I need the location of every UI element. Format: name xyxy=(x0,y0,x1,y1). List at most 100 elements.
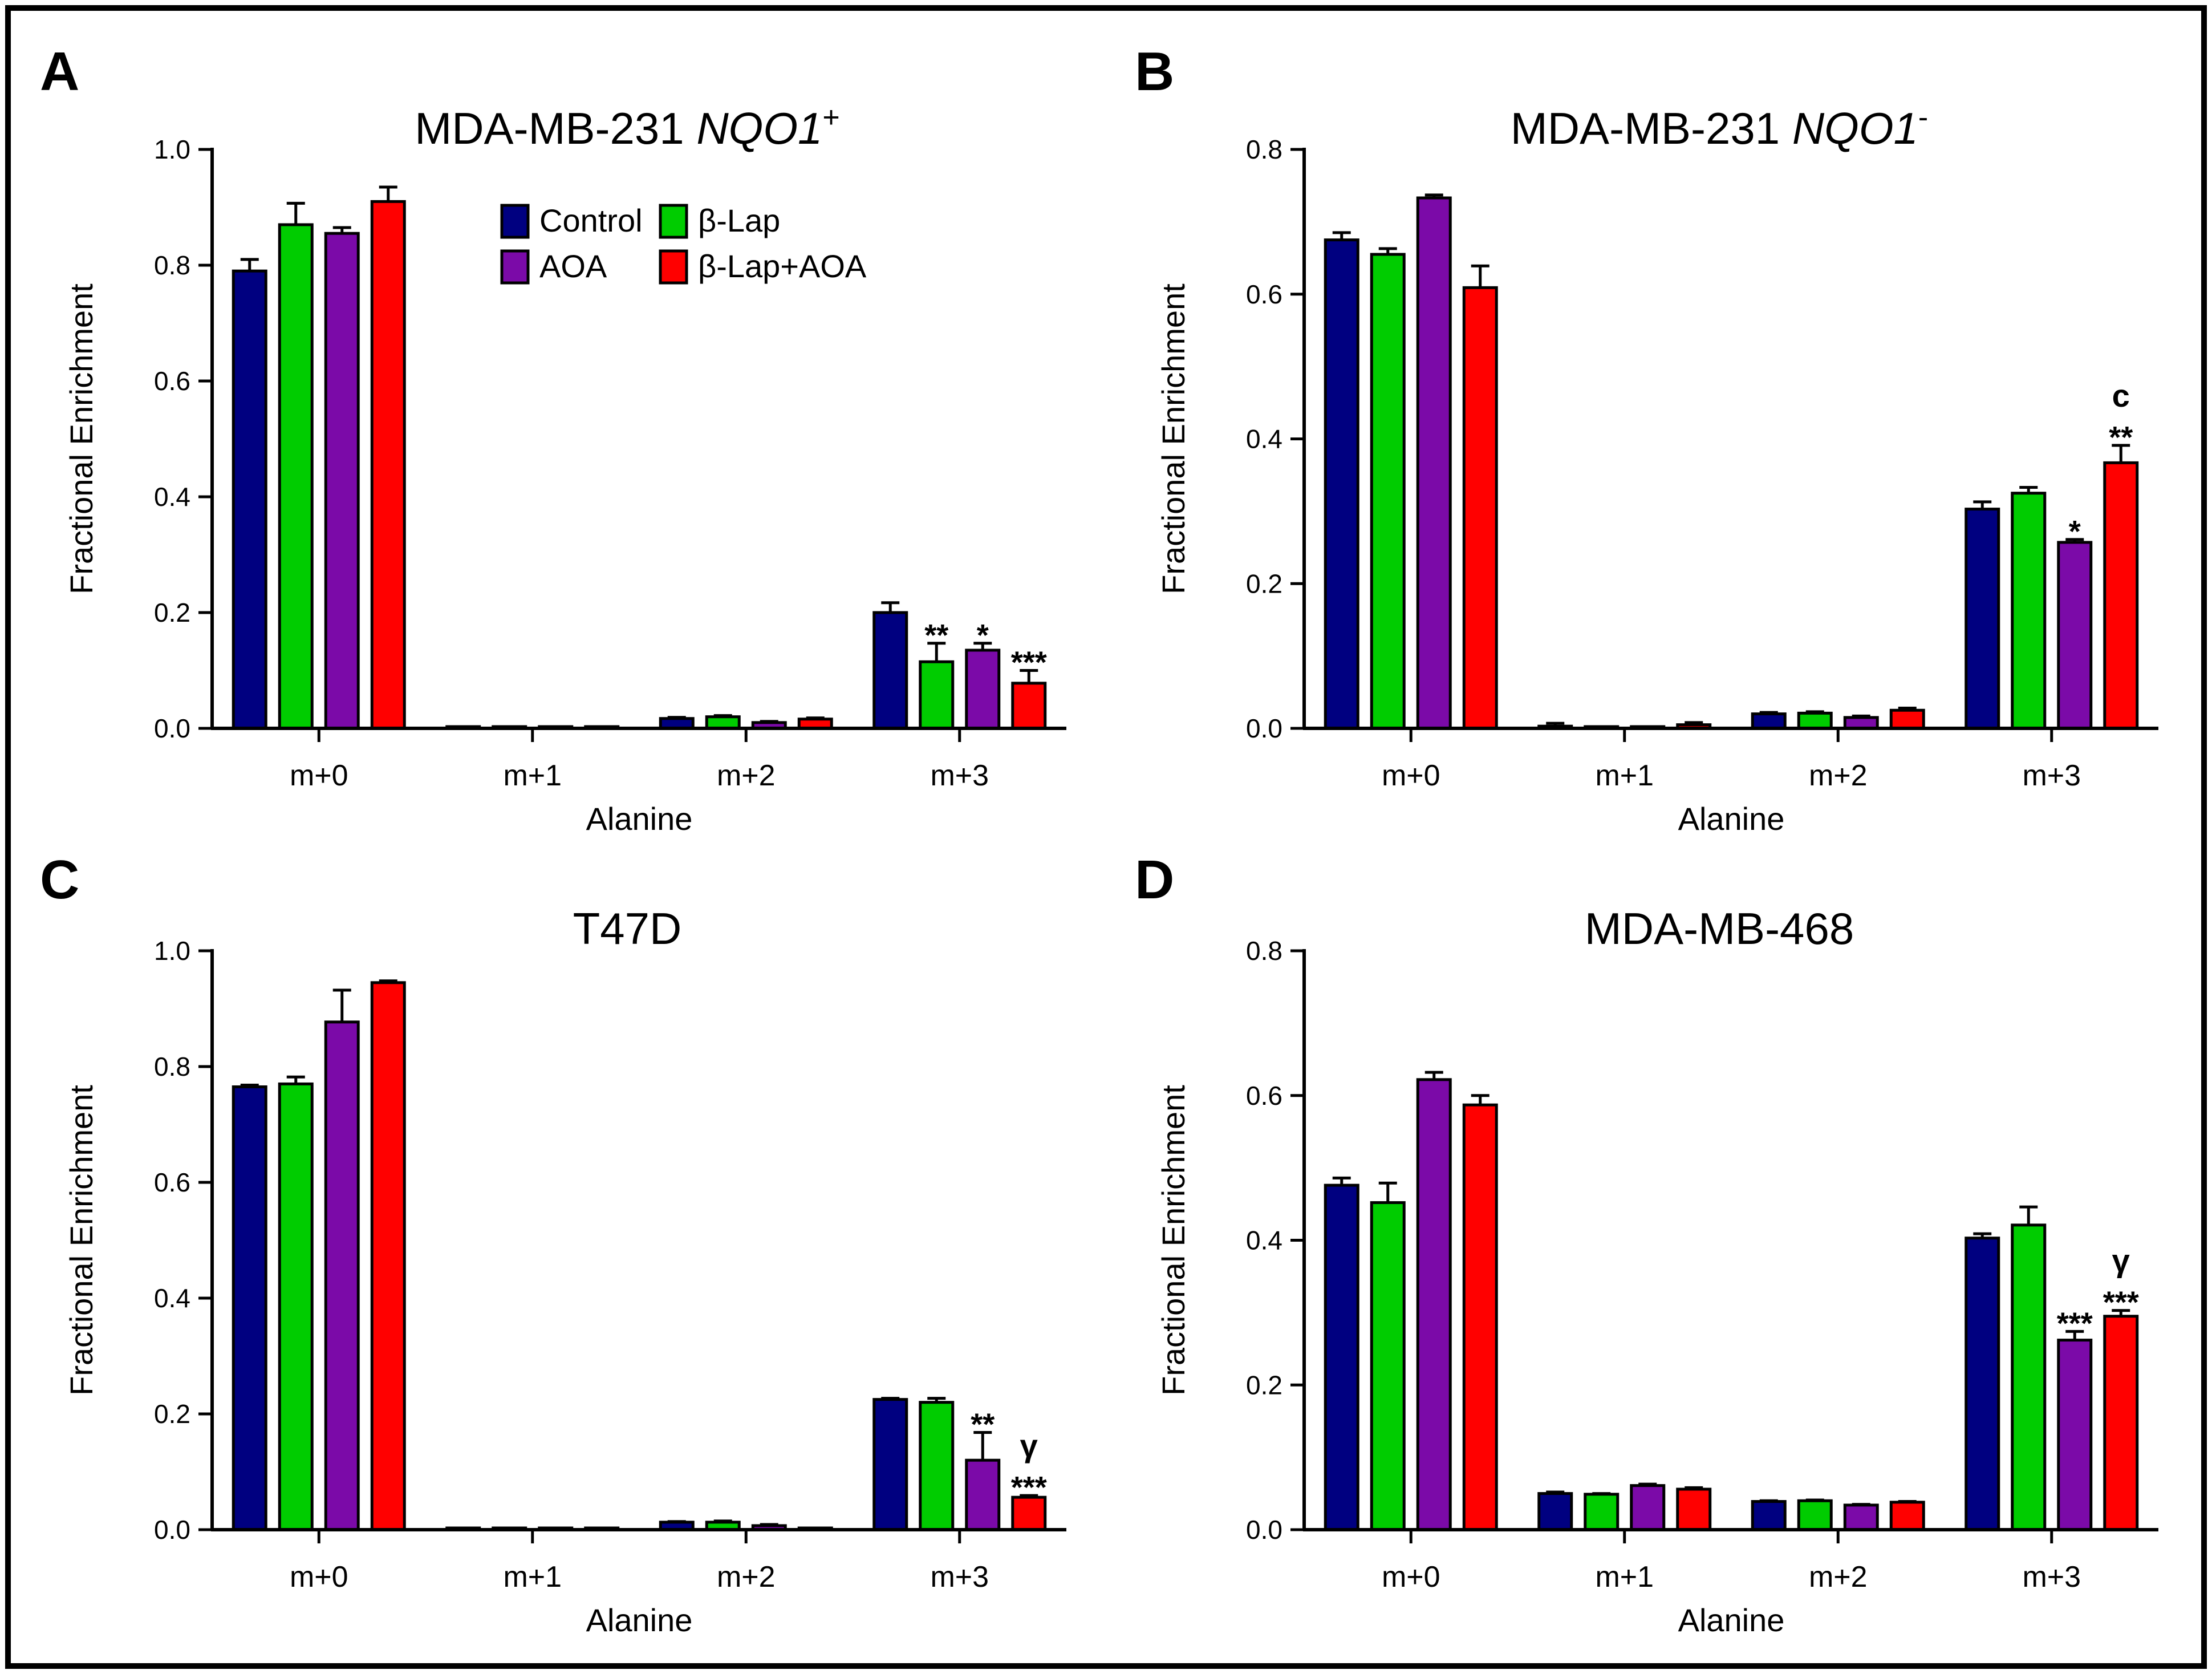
bar-mplus2-control xyxy=(1751,712,1787,730)
chart-title-text: MDA-MB-231 xyxy=(1511,103,1792,153)
bar-mplus0-aoa xyxy=(1416,196,1452,730)
legend-swatch-aoa xyxy=(500,249,530,285)
bar-mplus3-control xyxy=(872,1398,908,1531)
bar-mplus3-lapaoa xyxy=(2103,461,2139,730)
y-tick-label: 0.4 xyxy=(154,482,190,512)
bar-mplus0-control xyxy=(232,1085,267,1531)
y-tick-label: 0.2 xyxy=(154,1399,190,1429)
x-axis-label: Alanine xyxy=(586,1602,693,1638)
significance-letter: γ xyxy=(2112,1243,2130,1279)
x-tick-label: m+0 xyxy=(1382,1560,1440,1594)
y-tick-label: 0.8 xyxy=(154,250,190,280)
x-axis-label: Alanine xyxy=(1678,1602,1785,1638)
y-tick-label: 0.8 xyxy=(154,1052,190,1081)
y-axis-label: Fractional Enrichment xyxy=(63,1085,99,1396)
panel-letter: D xyxy=(1135,849,1174,910)
y-tick-label: 0.4 xyxy=(1246,424,1282,454)
legend-label: β-Lap xyxy=(698,202,780,238)
y-tick-label: 0.8 xyxy=(1246,135,1282,164)
bar-mplus3-aoa xyxy=(2057,1339,2093,1531)
y-axis-label: Fractional Enrichment xyxy=(1155,1085,1191,1396)
significance-stars: *** xyxy=(2057,1306,2093,1340)
chart-title: MDA-MB-468 xyxy=(1585,903,1854,954)
bar-mplus1-lapaoa xyxy=(1676,1487,1712,1531)
x-tick-label: m+3 xyxy=(930,759,989,792)
x-tick-label: m+0 xyxy=(290,1560,348,1594)
bar-mplus0-lapaoa xyxy=(1462,1103,1498,1531)
x-tick-label: m+0 xyxy=(290,759,348,792)
y-tick-label: 0.2 xyxy=(1246,1370,1282,1400)
bar-mplus0-aoa xyxy=(324,232,360,730)
significance-stars: * xyxy=(2069,514,2081,549)
significance-stars: ** xyxy=(924,618,948,652)
x-tick-label: m+3 xyxy=(2022,1560,2081,1594)
bar-mplus0-aoa xyxy=(324,1020,360,1531)
bar-mplus3-aoa xyxy=(965,648,1001,730)
bar-mplus2-lapaoa xyxy=(1889,708,1925,730)
legend-label: AOA xyxy=(539,248,607,284)
y-axis-label: Fractional Enrichment xyxy=(1155,283,1191,594)
bar-mplus0-lap xyxy=(278,223,314,730)
bar-mplus2-control xyxy=(1751,1500,1787,1531)
bar-mplus0-control xyxy=(1324,238,1359,730)
significance-stars: *** xyxy=(1011,646,1047,680)
x-tick-label: m+1 xyxy=(503,1560,562,1594)
chart-title-gene: NQO1 xyxy=(696,103,822,153)
significance-stars: *** xyxy=(1011,1470,1047,1505)
bar-mplus0-lapaoa xyxy=(1462,286,1498,730)
chart-title-superscript: - xyxy=(1918,101,1928,134)
bar-mplus1-lap xyxy=(1584,1493,1620,1531)
bar-mplus1-aoa xyxy=(1630,1484,1666,1531)
y-axis-label: Fractional Enrichment xyxy=(63,283,99,594)
y-tick-label: 0.0 xyxy=(154,1515,190,1545)
x-tick-label: m+0 xyxy=(1382,759,1440,792)
bar-mplus0-lap xyxy=(278,1082,314,1531)
legend: Control β-Lap AOA β-Lap+AOA xyxy=(500,202,867,285)
bar-mplus3-lap xyxy=(919,1401,955,1531)
chart-title: MDA-MB-231 NQO1+ xyxy=(415,101,840,153)
x-axis-label: Alanine xyxy=(1678,801,1785,837)
bar-mplus0-lap xyxy=(1370,253,1406,730)
bar-mplus2-lap xyxy=(1797,711,1833,730)
x-axis-label: Alanine xyxy=(586,801,693,837)
significance-stars: ** xyxy=(971,1407,995,1441)
significance-stars: ** xyxy=(2109,420,2133,455)
legend-label: Control xyxy=(539,202,643,238)
x-tick-label: m+1 xyxy=(1595,759,1654,792)
y-tick-label: 0.4 xyxy=(154,1283,190,1313)
significance-stars: * xyxy=(977,618,989,652)
y-tick-label: 0.6 xyxy=(154,1168,190,1197)
chart-title-gene: NQO1 xyxy=(1792,103,1918,153)
significance-letter: γ xyxy=(1020,1428,1038,1464)
bar-mplus2-aoa xyxy=(1843,1503,1879,1531)
y-tick-label: 0.0 xyxy=(1246,714,1282,743)
bar-mplus3-aoa xyxy=(965,1458,1001,1531)
y-tick-label: 1.0 xyxy=(154,936,190,966)
bar-mplus2-lap xyxy=(705,715,741,730)
legend-label: β-Lap+AOA xyxy=(698,248,867,284)
legend-swatch-lap xyxy=(659,204,688,239)
x-tick-label: m+1 xyxy=(503,759,562,792)
bar-mplus3-control xyxy=(1965,508,2000,730)
panel-letter: A xyxy=(40,41,79,102)
y-tick-label: 0.2 xyxy=(154,598,190,627)
y-tick-label: 0.8 xyxy=(1246,936,1282,966)
bar-mplus2-lap xyxy=(1797,1499,1833,1531)
bar-mplus3-lap xyxy=(919,660,955,730)
x-tick-label: m+3 xyxy=(930,1560,989,1594)
bar-mplus1-control xyxy=(1537,1492,1573,1531)
legend-swatch-control xyxy=(500,204,530,239)
bar-mplus3-aoa xyxy=(2057,541,2093,730)
x-tick-label: m+2 xyxy=(717,1560,776,1594)
y-tick-label: 0.0 xyxy=(154,714,190,743)
bar-mplus0-lapaoa xyxy=(370,200,406,730)
y-tick-label: 0.0 xyxy=(1246,1515,1282,1545)
bar-mplus0-lap xyxy=(1370,1201,1406,1531)
bar-mplus3-lap xyxy=(2011,492,2047,730)
bar-mplus0-control xyxy=(232,269,267,730)
chart-title-superscript: + xyxy=(822,101,839,134)
